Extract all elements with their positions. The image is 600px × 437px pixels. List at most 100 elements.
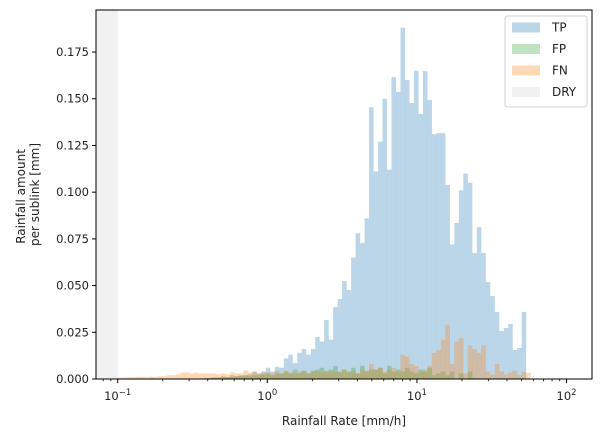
- histogram-bar: [449, 244, 455, 379]
- histogram-bar: [391, 77, 397, 380]
- histogram-bar: [265, 373, 271, 379]
- histogram-bar: [418, 114, 423, 379]
- histogram-bar: [243, 370, 248, 379]
- histogram-bar: [229, 375, 235, 379]
- histogram-bar: [400, 354, 406, 379]
- histogram-bar: [454, 222, 459, 379]
- histogram-bar: [526, 373, 531, 379]
- histogram-bar: [319, 341, 325, 379]
- histogram-bar: [445, 375, 450, 379]
- histogram-bar: [494, 364, 500, 379]
- histogram-bar: [301, 371, 307, 379]
- legend-label: DRY: [552, 85, 577, 99]
- legend-swatch: [512, 44, 540, 54]
- histogram-bar: [467, 182, 473, 379]
- x-tick-label: 10−1: [104, 388, 131, 403]
- legend-swatch: [512, 87, 540, 97]
- y-axis-label-line-1: Rainfall amount: [14, 149, 28, 244]
- histogram-bar: [499, 330, 504, 379]
- histogram-bar: [400, 371, 406, 379]
- histogram-bar: [140, 376, 145, 379]
- histogram-bar: [431, 375, 437, 379]
- histogram-bar: [310, 349, 316, 379]
- histogram-bar: [400, 27, 406, 380]
- histogram-bar: [306, 373, 311, 379]
- histogram-bar: [395, 369, 401, 379]
- histogram-bar: [216, 374, 221, 379]
- histogram-bar: [346, 372, 352, 379]
- histogram-bar: [404, 80, 410, 379]
- histogram-bar: [387, 169, 392, 379]
- histogram-bar: [270, 373, 275, 379]
- plot-area: [95, 9, 593, 380]
- histogram-bar: [288, 354, 293, 379]
- histogram-bar: [117, 377, 123, 379]
- histogram-bar: [413, 365, 419, 379]
- histogram-bar: [364, 370, 370, 379]
- histogram-bar: [337, 372, 343, 379]
- histogram-bar: [225, 377, 230, 379]
- histogram-bar: [265, 367, 271, 379]
- histogram-bar: [387, 369, 392, 379]
- histogram-bar: [508, 372, 513, 379]
- histogram-bar: [458, 337, 464, 379]
- histogram-bar: [324, 370, 329, 379]
- histogram-bar: [234, 376, 239, 379]
- legend-label: FP: [552, 42, 566, 56]
- histogram-bar: [279, 373, 284, 379]
- histogram-bar: [418, 371, 423, 379]
- x-tick-label: 101: [407, 388, 427, 403]
- histogram-bar: [422, 371, 428, 379]
- plot-frame: [95, 9, 593, 380]
- histogram-bar: [252, 371, 257, 379]
- histogram-bar: [292, 373, 298, 379]
- histogram-bar: [409, 371, 414, 379]
- histogram-bar: [274, 370, 280, 379]
- histogram-bar: [247, 372, 253, 379]
- histogram-bar: [382, 371, 388, 379]
- histogram-bar: [467, 371, 473, 379]
- histogram-bar: [225, 374, 230, 379]
- histogram-bar: [247, 376, 253, 379]
- histogram-bar: [328, 339, 334, 379]
- histogram-bar: [220, 376, 226, 379]
- histogram-bar: [301, 349, 307, 379]
- histogram-bar: [297, 373, 302, 379]
- histogram-bar: [247, 374, 253, 379]
- histogram-bar: [288, 372, 293, 379]
- histogram-bar: [238, 373, 244, 379]
- histogram-bar: [144, 377, 150, 379]
- histogram-bar: [229, 372, 235, 379]
- histogram-bar: [202, 373, 208, 379]
- histogram-bar: [508, 324, 513, 379]
- histogram-bar: [440, 339, 446, 379]
- histogram-bar: [234, 373, 239, 379]
- histogram-bar: [315, 371, 320, 379]
- histogram-bar: [292, 363, 298, 379]
- legend-item-fn: FN: [512, 64, 568, 78]
- histogram-bar: [243, 375, 248, 379]
- histogram-bar: [149, 376, 154, 379]
- histogram-bar: [220, 373, 226, 379]
- histogram-bar: [288, 373, 293, 379]
- legend-swatch: [512, 22, 540, 33]
- histogram-bar: [131, 377, 136, 379]
- histogram-bar: [364, 218, 370, 379]
- histogram-bar: [490, 374, 495, 379]
- legend-box: [504, 15, 588, 108]
- histogram-bar: [369, 364, 374, 379]
- histogram-bar: [185, 372, 190, 379]
- histogram-bar: [274, 366, 280, 379]
- x-axis-label: Rainfall Rate [mm/h]: [282, 414, 406, 428]
- histogram-bar: [153, 376, 159, 379]
- y-axis-label-line-2: per sublink [mm]: [28, 143, 42, 246]
- histogram-bar: [490, 296, 495, 379]
- histogram-bar: [346, 371, 352, 379]
- legend-label: TP: [551, 21, 567, 35]
- histogram-bar: [436, 373, 441, 379]
- histogram-bar: [427, 367, 432, 379]
- histogram-bar: [373, 369, 379, 379]
- histogram-bar: [315, 369, 320, 379]
- histogram-bars: [117, 27, 531, 380]
- histogram-bar: [427, 100, 432, 379]
